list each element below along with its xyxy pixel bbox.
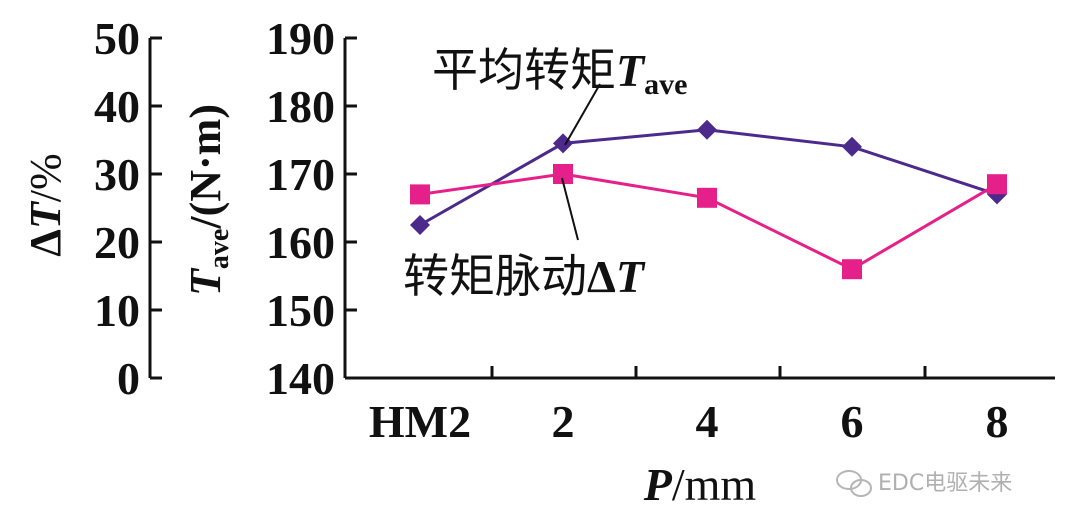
wechat-icon bbox=[836, 470, 872, 497]
right-axis-title: Tave/(N·m) bbox=[181, 104, 235, 296]
series-torque-ripple bbox=[410, 164, 1007, 280]
right-axis-title-unit: /(N·m) bbox=[181, 104, 230, 230]
dt-annotation: 转矩脉动ΔT bbox=[403, 249, 646, 303]
right-tick-label: 190 bbox=[266, 13, 335, 64]
right-axis-title-sub: ave bbox=[204, 229, 235, 269]
right-tick-label: 180 bbox=[266, 81, 335, 132]
x-axis-title: P/mm bbox=[643, 459, 757, 510]
tave-annotation: 平均转矩Tave bbox=[432, 43, 687, 101]
series-line bbox=[419, 128, 998, 227]
tave-annotation-leader bbox=[564, 83, 601, 146]
data-point-square bbox=[697, 187, 717, 208]
left-tick-label: 50 bbox=[94, 13, 140, 64]
data-point-square bbox=[987, 174, 1007, 195]
data-point-square bbox=[553, 164, 573, 184]
series-layer bbox=[410, 119, 1007, 280]
watermark-text: EDC电驱未来 bbox=[878, 471, 1012, 496]
x-tick-label: 6 bbox=[841, 396, 864, 447]
x-tick-label: 2 bbox=[552, 396, 575, 447]
series-average-torque bbox=[410, 119, 1007, 235]
right-tick-label: 170 bbox=[266, 149, 335, 200]
left-tick-label: 10 bbox=[94, 285, 140, 336]
left-axis-title-var: T bbox=[21, 200, 70, 229]
right-tick-label: 150 bbox=[266, 285, 335, 336]
tave-annotation-sub: ave bbox=[644, 68, 687, 101]
x-axis-title-unit: /mm bbox=[672, 459, 757, 510]
left-axis-title: ΔT/% bbox=[21, 153, 70, 256]
x-tick-label: 8 bbox=[986, 396, 1009, 447]
tave-annotation-text: 平均转矩 bbox=[432, 43, 616, 97]
x-tick-label: HM2 bbox=[369, 396, 471, 447]
tave-annotation-var: T bbox=[616, 45, 646, 96]
data-point-square bbox=[842, 259, 862, 280]
x-axis: HM2 2 4 6 8 bbox=[345, 366, 1055, 447]
dt-annotation-prefix: Δ bbox=[587, 251, 616, 302]
data-point-diamond bbox=[410, 215, 430, 235]
left-tick-label: 40 bbox=[94, 81, 140, 132]
left-axis-ticks: 0 10 20 30 40 50 bbox=[94, 13, 162, 404]
x-axis-ticks: HM2 2 4 6 8 bbox=[369, 366, 1009, 447]
data-point-square bbox=[410, 184, 430, 205]
x-axis-title-var: P bbox=[643, 459, 673, 510]
left-axis-title-prefix: Δ bbox=[21, 229, 70, 257]
x-tick-label: 4 bbox=[696, 396, 719, 447]
watermark: EDC电驱未来 bbox=[836, 470, 1012, 497]
right-axis-title-var: T bbox=[181, 267, 230, 296]
dt-annotation-leader bbox=[561, 177, 579, 241]
right-tick-label: 160 bbox=[266, 217, 335, 268]
dt-annotation-text: 转矩脉动 bbox=[403, 249, 587, 303]
data-point-diamond bbox=[697, 119, 717, 140]
left-y-axis: 0 10 20 30 40 50 bbox=[94, 13, 162, 404]
data-point-diamond bbox=[842, 136, 862, 157]
left-tick-label: 0 bbox=[117, 353, 140, 404]
right-tick-label: 140 bbox=[266, 353, 335, 404]
left-axis-title-unit: /% bbox=[21, 153, 70, 202]
left-tick-label: 30 bbox=[94, 149, 140, 200]
right-y-axis: 140 150 160 170 180 190 bbox=[266, 13, 357, 404]
left-tick-label: 20 bbox=[94, 217, 140, 268]
right-axis-ticks: 140 150 160 170 180 190 bbox=[266, 13, 357, 404]
dt-annotation-var: T bbox=[616, 251, 646, 302]
